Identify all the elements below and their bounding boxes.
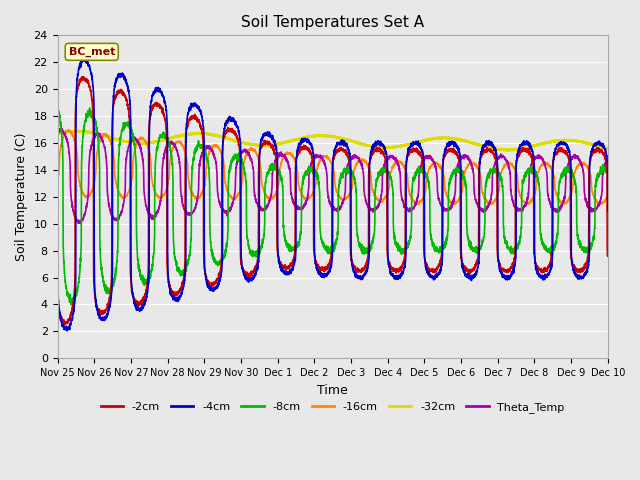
- -32cm: [604, 146, 611, 152]
- -2cm: [604, 252, 611, 258]
- -2cm: [387, 264, 394, 270]
- Y-axis label: Soil Temperature (C): Soil Temperature (C): [15, 132, 28, 261]
- Theta_Temp: [54, 131, 61, 136]
- Title: Soil Temperatures Set A: Soil Temperatures Set A: [241, 15, 424, 30]
- -2cm: [54, 290, 61, 296]
- -8cm: [67, 302, 75, 308]
- Legend: -2cm, -4cm, -8cm, -16cm, -32cm, Theta_Temp: -2cm, -4cm, -8cm, -16cm, -32cm, Theta_Te…: [96, 397, 569, 417]
- Theta_Temp: [396, 171, 404, 177]
- -4cm: [396, 273, 404, 278]
- -32cm: [504, 147, 512, 153]
- -32cm: [54, 131, 61, 136]
- -16cm: [552, 189, 559, 195]
- -8cm: [552, 238, 559, 243]
- -4cm: [207, 285, 215, 291]
- -8cm: [54, 103, 61, 109]
- -8cm: [54, 105, 61, 111]
- -8cm: [172, 258, 180, 264]
- X-axis label: Time: Time: [317, 384, 348, 396]
- Theta_Temp: [57, 126, 65, 132]
- -16cm: [207, 146, 215, 152]
- -4cm: [81, 55, 89, 61]
- -2cm: [552, 149, 559, 155]
- -8cm: [207, 249, 215, 254]
- Line: -32cm: -32cm: [58, 131, 608, 150]
- -8cm: [396, 249, 404, 255]
- -16cm: [396, 159, 404, 165]
- Line: -16cm: -16cm: [58, 130, 608, 204]
- -32cm: [396, 143, 404, 149]
- Theta_Temp: [387, 154, 394, 159]
- -32cm: [387, 144, 394, 150]
- -16cm: [522, 202, 529, 207]
- Theta_Temp: [552, 206, 559, 212]
- -32cm: [207, 132, 215, 137]
- Line: -8cm: -8cm: [58, 106, 608, 305]
- -32cm: [172, 134, 179, 140]
- -32cm: [72, 128, 80, 134]
- -4cm: [63, 328, 71, 334]
- -2cm: [396, 265, 404, 271]
- Theta_Temp: [604, 156, 611, 162]
- -8cm: [604, 169, 611, 175]
- -16cm: [604, 192, 612, 197]
- Theta_Temp: [604, 156, 612, 162]
- -4cm: [604, 165, 611, 171]
- -32cm: [604, 146, 612, 152]
- -16cm: [54, 180, 61, 186]
- -4cm: [387, 268, 394, 274]
- -8cm: [604, 169, 612, 175]
- -2cm: [604, 253, 612, 259]
- -4cm: [604, 208, 612, 214]
- Theta_Temp: [172, 144, 180, 150]
- -2cm: [78, 74, 86, 80]
- -16cm: [604, 193, 611, 199]
- Theta_Temp: [207, 146, 215, 152]
- -2cm: [172, 291, 180, 297]
- -32cm: [552, 138, 559, 144]
- -16cm: [65, 127, 73, 133]
- -4cm: [552, 146, 559, 152]
- Theta_Temp: [77, 221, 84, 227]
- -16cm: [172, 141, 179, 147]
- Line: -2cm: -2cm: [58, 77, 608, 324]
- Line: Theta_Temp: Theta_Temp: [58, 129, 608, 224]
- -4cm: [172, 297, 180, 302]
- -2cm: [61, 321, 68, 327]
- -2cm: [207, 284, 215, 289]
- Text: BC_met: BC_met: [68, 47, 115, 57]
- -8cm: [387, 176, 394, 181]
- -4cm: [54, 185, 61, 191]
- -16cm: [387, 171, 394, 177]
- Line: -4cm: -4cm: [58, 58, 608, 331]
